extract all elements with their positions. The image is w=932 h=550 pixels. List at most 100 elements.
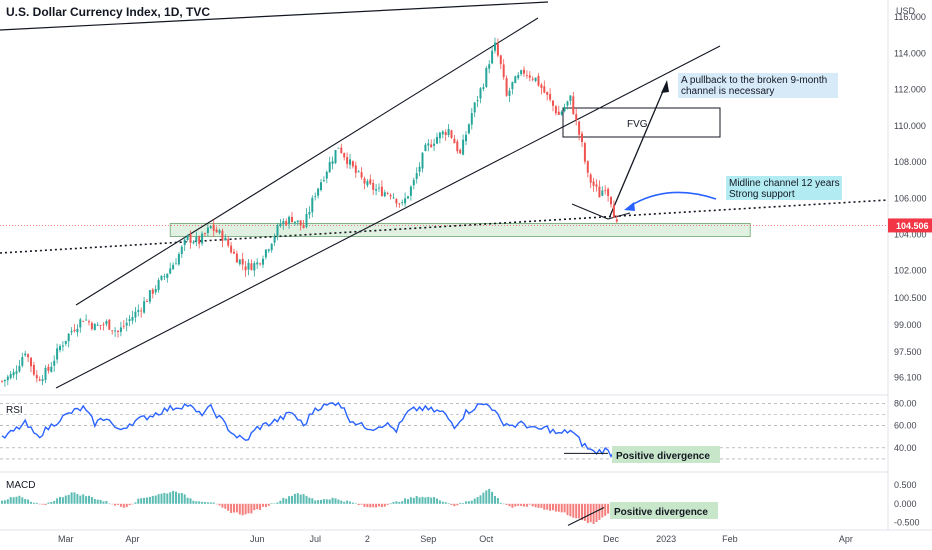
- macd-histogram-bar[interactable]: [395, 501, 398, 504]
- candle-body[interactable]: [198, 236, 201, 244]
- macd-histogram-bar[interactable]: [453, 503, 456, 507]
- candle-body[interactable]: [230, 245, 233, 253]
- macd-histogram-bar[interactable]: [227, 503, 230, 511]
- candle-body[interactable]: [209, 226, 212, 229]
- candle-body[interactable]: [128, 319, 131, 322]
- candle-body[interactable]: [598, 186, 601, 198]
- macd-histogram-bar[interactable]: [85, 496, 88, 504]
- candle-body[interactable]: [496, 43, 499, 56]
- candle-body[interactable]: [398, 203, 401, 205]
- macd-histogram-bar[interactable]: [247, 503, 250, 514]
- macd-histogram-bar[interactable]: [38, 503, 41, 505]
- macd-histogram-bar[interactable]: [543, 503, 546, 510]
- candle-body[interactable]: [233, 251, 235, 254]
- macd-histogram-bar[interactable]: [494, 495, 496, 504]
- macd-histogram-bar[interactable]: [572, 503, 575, 518]
- candle-body[interactable]: [279, 223, 282, 227]
- macd-histogram-bar[interactable]: [259, 503, 262, 510]
- projection-arrow[interactable]: [609, 83, 667, 217]
- macd-histogram-bar[interactable]: [241, 503, 244, 516]
- macd-histogram-bar[interactable]: [244, 503, 247, 515]
- candle-body[interactable]: [462, 139, 465, 155]
- macd-histogram-bar[interactable]: [438, 500, 441, 504]
- macd-histogram-bar[interactable]: [140, 498, 143, 504]
- candle-body[interactable]: [604, 190, 607, 192]
- fvg-box[interactable]: [562, 107, 721, 138]
- macd-histogram-bar[interactable]: [465, 501, 467, 504]
- candle-body[interactable]: [346, 157, 349, 165]
- candle-body[interactable]: [253, 263, 256, 271]
- candle-body[interactable]: [470, 113, 473, 125]
- macd-histogram-bar[interactable]: [9, 497, 12, 504]
- macd-histogram-bar[interactable]: [311, 498, 314, 504]
- macd-histogram-bar[interactable]: [467, 501, 470, 504]
- candle-body[interactable]: [389, 194, 392, 197]
- candle-body[interactable]: [586, 161, 589, 173]
- candle-body[interactable]: [215, 229, 218, 233]
- macd-histogram-bar[interactable]: [169, 492, 172, 504]
- candle-body[interactable]: [250, 263, 253, 271]
- candle-body[interactable]: [163, 276, 166, 278]
- candle-body[interactable]: [601, 190, 604, 196]
- macd-histogram-bar[interactable]: [441, 501, 444, 504]
- macd-histogram-bar[interactable]: [79, 495, 82, 504]
- macd-histogram-bar[interactable]: [180, 493, 183, 504]
- candle-body[interactable]: [18, 365, 21, 372]
- macd-histogram-bar[interactable]: [273, 503, 276, 505]
- macd-histogram-bar[interactable]: [552, 503, 554, 511]
- candle-body[interactable]: [543, 86, 546, 93]
- macd-histogram-bar[interactable]: [488, 488, 491, 504]
- macd-histogram-bar[interactable]: [534, 503, 537, 508]
- macd-histogram-bar[interactable]: [334, 498, 337, 504]
- candle-body[interactable]: [50, 366, 53, 372]
- candle-body[interactable]: [140, 310, 143, 312]
- candle-body[interactable]: [615, 219, 618, 222]
- candle-body[interactable]: [479, 88, 482, 99]
- macd-histogram-bar[interactable]: [337, 499, 340, 504]
- candle-body[interactable]: [244, 266, 247, 271]
- candle-body[interactable]: [340, 147, 343, 154]
- candle-body[interactable]: [444, 132, 447, 136]
- candle-body[interactable]: [117, 330, 119, 332]
- candle-body[interactable]: [467, 124, 470, 134]
- macd-histogram-bar[interactable]: [296, 493, 299, 504]
- candle-body[interactable]: [592, 181, 595, 186]
- candle-body[interactable]: [157, 280, 160, 291]
- macd-histogram-bar[interactable]: [64, 495, 67, 504]
- macd-histogram-bar[interactable]: [520, 503, 523, 506]
- macd-histogram-bar[interactable]: [366, 503, 369, 508]
- macd-histogram-bar[interactable]: [575, 503, 578, 519]
- candle-body[interactable]: [357, 171, 360, 173]
- macd-histogram-bar[interactable]: [523, 503, 525, 507]
- candle-body[interactable]: [221, 230, 224, 241]
- candle-body[interactable]: [473, 102, 476, 113]
- macd-histogram-bar[interactable]: [175, 491, 177, 504]
- candle-body[interactable]: [59, 346, 61, 351]
- candle-body[interactable]: [259, 263, 262, 265]
- candle-body[interactable]: [450, 130, 453, 138]
- candle-body[interactable]: [30, 357, 32, 367]
- candle-body[interactable]: [76, 328, 79, 333]
- macd-histogram-bar[interactable]: [604, 503, 607, 516]
- candle-body[interactable]: [264, 249, 267, 258]
- macd-histogram-bar[interactable]: [204, 502, 206, 504]
- long-term-channel-line[interactable]: [0, 1, 549, 31]
- candle-body[interactable]: [151, 289, 154, 294]
- macd-histogram-bar[interactable]: [282, 497, 285, 504]
- macd-histogram-bar[interactable]: [554, 503, 557, 512]
- candle-body[interactable]: [554, 106, 557, 114]
- candle-body[interactable]: [520, 70, 523, 75]
- candle-body[interactable]: [511, 81, 514, 90]
- candle-body[interactable]: [6, 376, 9, 381]
- candle-body[interactable]: [206, 227, 209, 234]
- macd-histogram-bar[interactable]: [360, 503, 363, 505]
- candle-body[interactable]: [224, 237, 227, 241]
- candle-body[interactable]: [131, 317, 134, 321]
- macd-histogram-bar[interactable]: [540, 503, 543, 508]
- candle-body[interactable]: [320, 182, 322, 190]
- macd-histogram-bar[interactable]: [215, 503, 218, 505]
- candle-body[interactable]: [44, 368, 47, 380]
- candle-body[interactable]: [499, 55, 502, 65]
- macd-histogram-bar[interactable]: [221, 503, 224, 508]
